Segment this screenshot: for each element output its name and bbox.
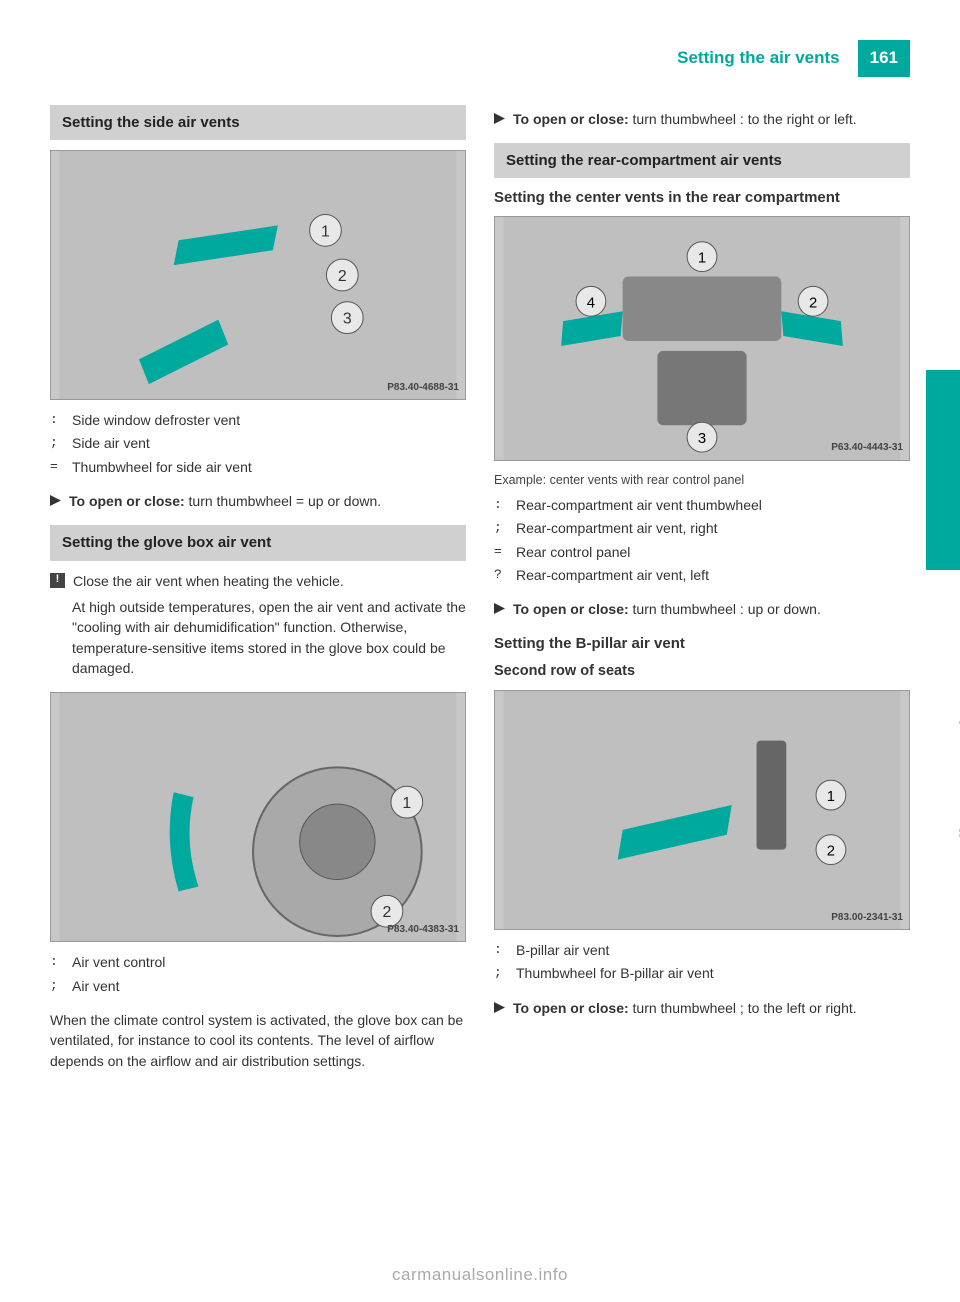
svg-text:3: 3 bbox=[343, 311, 352, 328]
glove-note: ! Close the air vent when heating the ve… bbox=[50, 571, 466, 591]
action-label: To open or close: bbox=[513, 111, 629, 127]
callout-num: : bbox=[494, 496, 508, 515]
callout-text: Rear-compartment air vent thumbwheel bbox=[516, 495, 762, 515]
glove-paragraph: When the climate control system is activ… bbox=[50, 1010, 466, 1071]
footer-watermark: carmanualsonline.info bbox=[0, 1263, 960, 1288]
figure-id: P63.40-4443-31 bbox=[831, 441, 903, 456]
svg-text:2: 2 bbox=[827, 844, 835, 860]
callout-text: Thumbwheel for B-pillar air vent bbox=[516, 963, 714, 983]
page-header: Setting the air vents 161 bbox=[50, 40, 910, 77]
callout-num: : bbox=[50, 411, 64, 430]
left-column: Setting the side air vents 1 2 3 P83.40-… bbox=[50, 105, 466, 1085]
section-title-rear-vents: Setting the rear-compartment air vents bbox=[494, 143, 910, 179]
svg-text:1: 1 bbox=[321, 223, 330, 240]
action-bpillar-open-close: To open or close: turn thumbwheel ; to t… bbox=[494, 998, 910, 1018]
action-rear-open-close: To open or close: turn thumbwheel : up o… bbox=[494, 599, 910, 619]
callout-text: Air vent control bbox=[72, 952, 165, 972]
figure-id: P83.40-4383-31 bbox=[387, 923, 459, 938]
callout-text: B-pillar air vent bbox=[516, 940, 609, 960]
callout-text: Air vent bbox=[72, 976, 119, 996]
header-page-number: 161 bbox=[858, 40, 910, 77]
action-text: turn thumbwheel : to the right or left. bbox=[629, 111, 857, 127]
svg-text:4: 4 bbox=[587, 295, 595, 311]
section-title-side-vents: Setting the side air vents bbox=[50, 105, 466, 141]
action-marker-icon bbox=[50, 495, 61, 506]
callout-num: ? bbox=[494, 566, 508, 585]
warning-icon: ! bbox=[50, 573, 65, 588]
subhead-second-row: Second row of seats bbox=[494, 661, 910, 682]
callout-text: Rear-compartment air vent, left bbox=[516, 565, 709, 585]
action-text: turn thumbwheel = up or down. bbox=[185, 493, 382, 509]
callout-list-side: : Side window defroster vent ; Side air ve… bbox=[50, 410, 466, 477]
action-label: To open or close: bbox=[69, 493, 185, 509]
figure-side-air-vents: 1 2 3 P83.40-4688-31 bbox=[50, 150, 466, 400]
action-side-open-close: To open or close: turn thumbwheel = up o… bbox=[50, 491, 466, 511]
action-label: To open or close: bbox=[513, 601, 629, 617]
callout-num: ; bbox=[50, 434, 64, 453]
svg-text:1: 1 bbox=[698, 251, 706, 267]
svg-text:3: 3 bbox=[698, 431, 706, 447]
callout-list-rear: : Rear-compartment air vent thumbwheel ; R… bbox=[494, 495, 910, 585]
subhead-rear-center: Setting the center vents in the rear com… bbox=[494, 188, 910, 208]
callout-num: : bbox=[494, 941, 508, 960]
svg-text:2: 2 bbox=[338, 268, 347, 285]
callout-text: Side air vent bbox=[72, 433, 150, 453]
figure-glove-svg: 1 2 bbox=[51, 693, 465, 941]
svg-text:2: 2 bbox=[809, 295, 817, 311]
header-title: Setting the air vents bbox=[659, 40, 857, 77]
callout-text: Side window defroster vent bbox=[72, 410, 240, 430]
action-text: turn thumbwheel : up or down. bbox=[629, 601, 821, 617]
figure-bpillar-vent: 1 2 P83.00-2341-31 bbox=[494, 690, 910, 930]
figure-caption-rear: Example: center vents with rear control … bbox=[494, 471, 910, 489]
callout-num: ; bbox=[50, 977, 64, 996]
callout-list-glove: : Air vent control ; Air vent bbox=[50, 952, 466, 996]
callout-num: ; bbox=[494, 964, 508, 983]
svg-text:1: 1 bbox=[402, 795, 411, 812]
note-text-2: At high outside temperatures, open the a… bbox=[50, 597, 466, 678]
figure-id: P83.40-4688-31 bbox=[387, 381, 459, 396]
figure-id: P83.00-2341-31 bbox=[831, 911, 903, 926]
section-title-glove-box: Setting the glove box air vent bbox=[50, 525, 466, 561]
action-marker-icon bbox=[494, 603, 505, 614]
figure-side-svg: 1 2 3 bbox=[51, 151, 465, 399]
callout-num: = bbox=[494, 543, 508, 562]
svg-text:2: 2 bbox=[383, 905, 392, 922]
right-column: To open or close: turn thumbwheel : to t… bbox=[494, 105, 910, 1085]
subhead-bpillar: Setting the B-pillar air vent bbox=[494, 634, 910, 654]
figure-bpillar-svg: 1 2 bbox=[495, 691, 909, 929]
action-top-open-close: To open or close: turn thumbwheel : to t… bbox=[494, 109, 910, 129]
action-text: turn thumbwheel ; to the left or right. bbox=[629, 1000, 857, 1016]
callout-list-bpillar: : B-pillar air vent ; Thumbwheel for B-pil… bbox=[494, 940, 910, 984]
page-body: Setting the air vents 161 Setting the si… bbox=[0, 0, 960, 1302]
callout-text: Rear-compartment air vent, right bbox=[516, 518, 718, 538]
callout-num: ; bbox=[494, 519, 508, 538]
callout-num: : bbox=[50, 953, 64, 972]
action-marker-icon bbox=[494, 113, 505, 124]
action-marker-icon bbox=[494, 1002, 505, 1013]
figure-rear-svg: 1 2 3 4 bbox=[495, 217, 909, 460]
callout-num: = bbox=[50, 458, 64, 477]
figure-rear-center-vents: 1 2 3 4 P63.40-4443-31 bbox=[494, 216, 910, 461]
callout-text: Rear control panel bbox=[516, 542, 630, 562]
callout-text: Thumbwheel for side air vent bbox=[72, 457, 252, 477]
note-text: Close the air vent when heating the vehi… bbox=[73, 571, 344, 591]
figure-glove-box-vent: 1 2 P83.40-4383-31 bbox=[50, 692, 466, 942]
svg-text:1: 1 bbox=[827, 789, 835, 805]
action-label: To open or close: bbox=[513, 1000, 629, 1016]
